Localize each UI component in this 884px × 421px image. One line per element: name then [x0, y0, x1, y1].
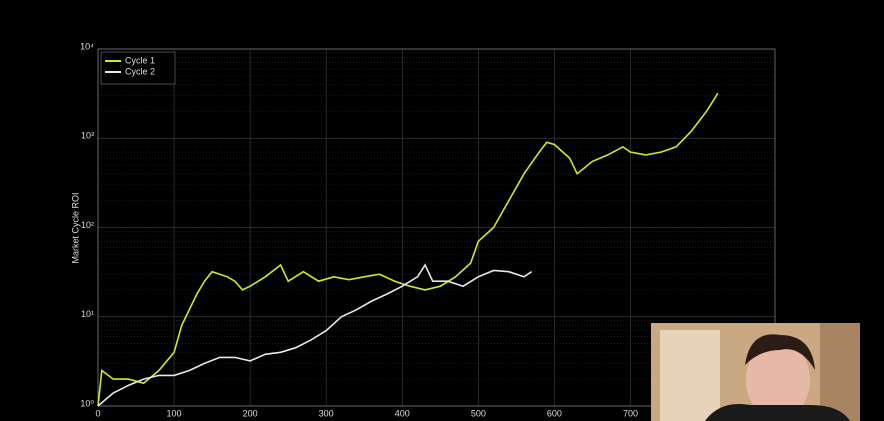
y-axis-label: Market Cycle ROI [70, 192, 80, 263]
webcam-shirt [705, 404, 850, 421]
legend-label: Cycle 2 [125, 66, 155, 76]
webcam-wall [660, 330, 720, 421]
webcam-overlay [651, 323, 860, 421]
legend-box [100, 51, 176, 85]
legend-label: Cycle 1 [125, 55, 155, 65]
webcam-door [820, 323, 860, 421]
y-tick-label: 10² [81, 220, 94, 230]
y-tick-label: 10⁴ [80, 41, 94, 51]
x-tick-label: 300 [319, 408, 334, 418]
x-tick-label: 600 [547, 408, 562, 418]
x-tick-label: 0 [95, 408, 100, 418]
y-tick-label: 10¹ [81, 309, 94, 319]
y-tick-label: 10³ [81, 131, 94, 141]
x-tick-label: 200 [243, 408, 258, 418]
y-tick-label: 10⁰ [80, 398, 94, 408]
webcam-hair [745, 334, 815, 370]
series-line [97, 263, 533, 407]
x-tick-label: 400 [395, 408, 410, 418]
series-line [97, 92, 719, 407]
axes-frame [97, 48, 776, 407]
webcam-face [746, 340, 810, 420]
x-tick-label: 700 [623, 408, 638, 418]
x-tick-label: 500 [471, 408, 486, 418]
x-tick-label: 100 [167, 408, 182, 418]
